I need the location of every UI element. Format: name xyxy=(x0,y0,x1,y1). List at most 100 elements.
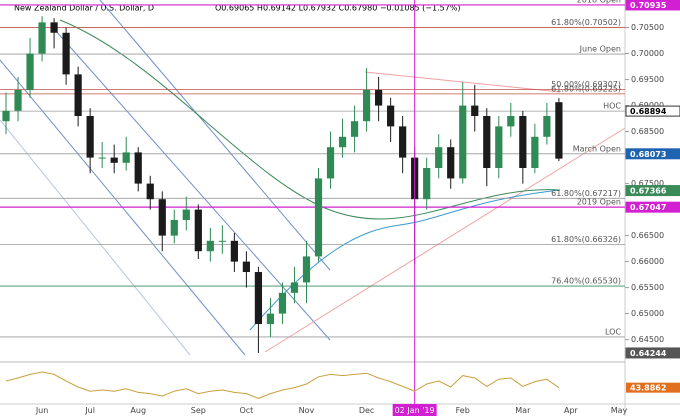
candle-body xyxy=(2,110,10,122)
candle-body xyxy=(122,152,130,163)
candle-body xyxy=(266,313,275,325)
rsi-line xyxy=(5,371,560,399)
level-label: 76.40%(0.65530) xyxy=(551,277,621,286)
axis-marker-label: 0.64244 xyxy=(630,349,667,358)
axis-marker-label: 0.67047 xyxy=(630,203,666,212)
candle-body xyxy=(399,126,407,158)
level-label: 61.80%(0.69225) xyxy=(551,84,621,93)
y-tick-label: 0.65500 xyxy=(631,283,664,292)
candle-body xyxy=(362,89,371,122)
candle-body xyxy=(194,209,202,252)
x-tick-label: Mar xyxy=(515,406,531,415)
candle-body xyxy=(435,147,443,168)
level-label: 61.80%(0.66326) xyxy=(551,235,621,244)
candle-body xyxy=(26,53,34,90)
level-label: LOC xyxy=(605,327,621,336)
candle-body xyxy=(218,240,226,242)
x-tick-label: Feb xyxy=(456,406,470,415)
candle-body xyxy=(206,240,214,252)
candle-body xyxy=(302,256,311,283)
x-tick-label: Jul xyxy=(84,406,95,415)
axis-marker-label: 0.68073 xyxy=(630,150,666,159)
candle-body xyxy=(278,292,287,314)
level-label: March Open xyxy=(573,144,621,153)
axis-marker-box xyxy=(625,148,680,160)
candle-body xyxy=(314,178,323,257)
candle-body xyxy=(350,121,359,137)
x-tick-label: Oct xyxy=(239,406,253,415)
candle-body xyxy=(326,147,335,179)
x-tick-label: Sep xyxy=(191,406,206,415)
candle-body xyxy=(387,105,395,127)
y-tick-label: 0.66500 xyxy=(631,231,664,240)
candle-body xyxy=(507,115,515,127)
axis-marker-box xyxy=(625,0,680,11)
y-tick-label: 0.65000 xyxy=(631,309,664,318)
x-tick-label: May xyxy=(611,406,628,415)
axis-marker-label: 0.68894 xyxy=(630,107,667,116)
candle-body xyxy=(110,157,118,163)
chart-title: New Zealand Dollar / U.S. Dollar, D xyxy=(14,4,154,13)
candle-body xyxy=(74,74,82,116)
candle-body xyxy=(230,240,238,262)
candle-body xyxy=(182,209,190,221)
candle-body xyxy=(38,22,46,54)
candle-body xyxy=(471,105,479,116)
level-label: June Open xyxy=(579,45,621,54)
y-tick-label: 0.67500 xyxy=(631,179,664,188)
candle-body xyxy=(338,136,347,148)
candle-body xyxy=(50,22,58,33)
level-label: 61.80%(0.67217) xyxy=(551,189,621,198)
level-label: 50.00%(0.69307) xyxy=(551,80,621,89)
candle-body xyxy=(290,282,299,293)
axis-marker-box xyxy=(625,201,680,213)
y-tick-label: 0.69500 xyxy=(631,75,664,84)
candle-body xyxy=(375,89,383,106)
y-tick-label: 0.70500 xyxy=(631,23,664,32)
candle-body xyxy=(459,105,467,179)
candle-body xyxy=(146,183,154,200)
candle-body xyxy=(531,136,539,168)
candle-body xyxy=(495,126,503,168)
candle-body xyxy=(14,89,22,111)
axis-marker-box xyxy=(625,105,680,117)
candle-body xyxy=(254,272,263,325)
x-tick-label: Dec xyxy=(359,406,374,415)
rsi-marker-box xyxy=(626,382,680,393)
candle-body xyxy=(62,32,70,75)
candle-body xyxy=(158,199,166,236)
axis-marker-box xyxy=(625,347,680,359)
y-tick-label: 0.64500 xyxy=(631,335,664,344)
axis-marker-label: 0.67366 xyxy=(630,187,667,196)
level-label: HOC xyxy=(603,102,621,111)
candle-body xyxy=(543,115,551,137)
level-label: 2018 Open xyxy=(577,0,621,4)
candle-body xyxy=(98,157,106,159)
candle-body xyxy=(519,115,527,168)
y-tick-label: 0.70000 xyxy=(631,49,664,58)
candle-body xyxy=(86,115,94,158)
date-marker-box xyxy=(392,404,437,416)
level-label: 2019 Open xyxy=(577,198,621,207)
y-tick-label: 0.68500 xyxy=(631,127,664,136)
candle-body xyxy=(170,220,178,236)
x-tick-label: Apr xyxy=(564,406,579,415)
ohlc-header: O0.69065 H0.69142 L0.67932 C0.67980 −0.0… xyxy=(215,4,461,13)
x-tick-label: 02 Jan '19 xyxy=(395,406,435,415)
y-tick-label: 0.69000 xyxy=(631,101,664,110)
candle-body xyxy=(242,261,250,273)
level-label: 61.80%(0.70502) xyxy=(551,18,621,27)
candle-body xyxy=(423,167,431,200)
candle-body xyxy=(447,147,455,179)
x-tick-label: Aug xyxy=(130,406,146,415)
axis-marker-box xyxy=(625,185,680,197)
candle-body xyxy=(555,102,563,159)
y-tick-label: 0.66000 xyxy=(631,257,664,266)
candle-body xyxy=(483,115,491,168)
x-tick-label: Nov xyxy=(299,406,315,415)
axis-marker-label: 0.70935 xyxy=(630,1,667,10)
x-tick-label: Jun xyxy=(35,406,49,415)
rsi-marker-label: 43.8862 xyxy=(630,384,666,393)
